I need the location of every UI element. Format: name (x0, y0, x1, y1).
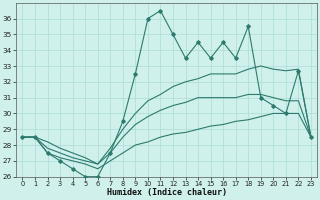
X-axis label: Humidex (Indice chaleur): Humidex (Indice chaleur) (107, 188, 227, 197)
